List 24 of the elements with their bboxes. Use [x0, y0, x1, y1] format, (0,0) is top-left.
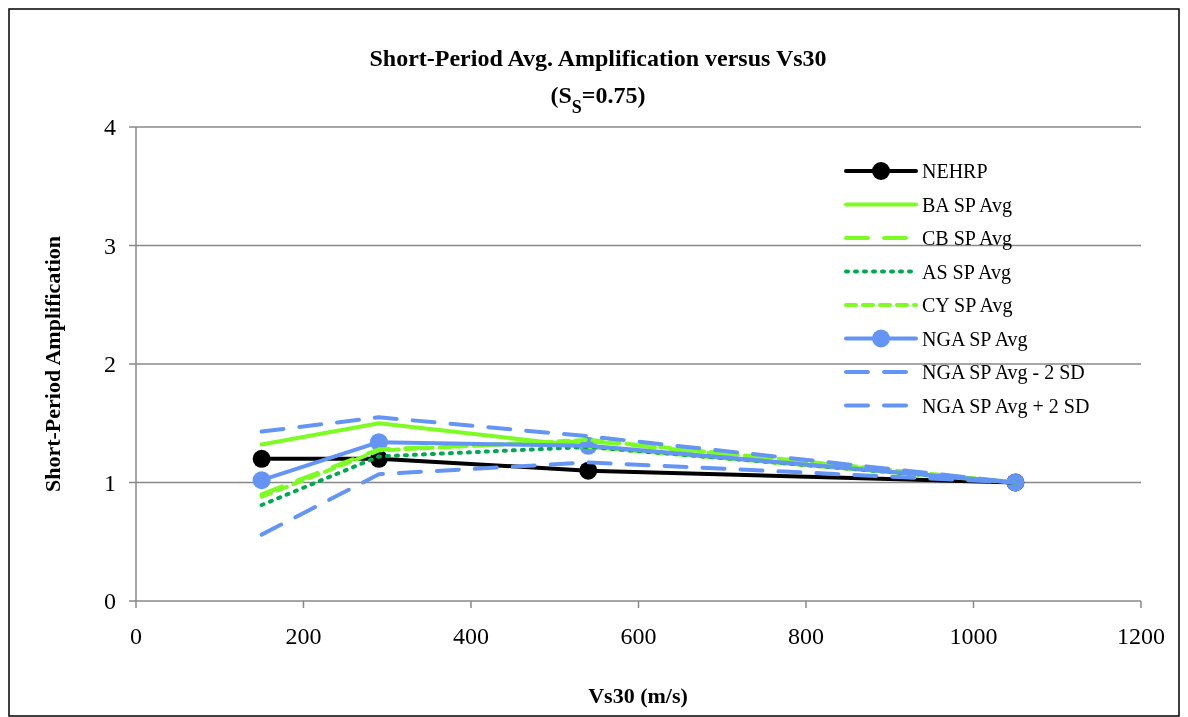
x-tick-label: 1200: [1117, 623, 1165, 649]
x-tick-label: 0: [130, 623, 142, 649]
legend-label: NGA SP Avg - 2 SD: [922, 361, 1085, 384]
legend-label: AS SP Avg: [922, 260, 1011, 284]
x-axis-title: Vs30 (m/s): [588, 683, 688, 708]
y-tick-label: 1: [104, 469, 116, 496]
legend-label: BA SP Avg: [922, 193, 1013, 217]
x-tick-label: 200: [285, 623, 322, 649]
y-tick-label: 0: [104, 588, 116, 614]
legend-label: CY SP Avg: [922, 294, 1013, 317]
legend-label: NGA SP Avg + 2 SD: [922, 394, 1090, 418]
chart-title: Short-Period Avg. Amplification versus Vs30: [369, 45, 827, 71]
y-tick-label: 4: [104, 114, 116, 140]
y-axis-title: Short-Period Amplification: [40, 235, 65, 493]
x-tick-label: 1000: [949, 623, 998, 649]
x-tick-label: 800: [788, 623, 824, 649]
y-tick-label: 2: [104, 351, 116, 377]
legend-label: NGA SP Avg: [922, 327, 1028, 351]
x-tick-label: 600: [620, 623, 657, 649]
y-tick-label: 3: [104, 232, 116, 259]
legend-label: CB SP Avg: [922, 227, 1013, 250]
x-tick-label: 400: [453, 623, 489, 649]
chart-subtitle: (S$_{S}$=0.75): [550, 82, 646, 117]
legend-label: NEHRP: [922, 160, 988, 182]
